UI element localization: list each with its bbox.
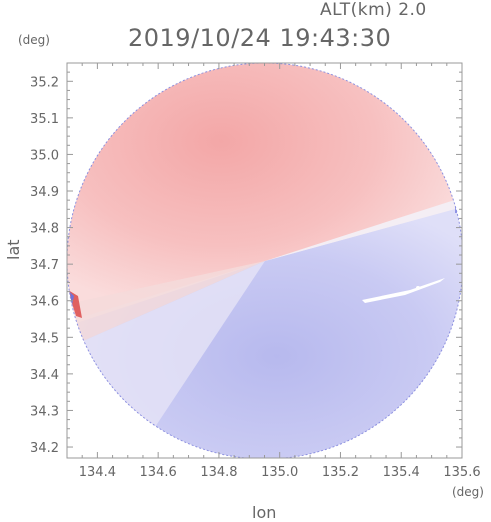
- x-tick-label: 135.6: [443, 465, 480, 480]
- x-tick-label: 134.8: [200, 465, 237, 480]
- y-tick-label: 34.8: [30, 222, 59, 237]
- x-tick-label: 134.4: [79, 465, 116, 480]
- y-tick-label: 35.2: [30, 75, 59, 90]
- y-tick-label: 34.4: [30, 368, 59, 383]
- y-tick-label: 35.1: [30, 112, 59, 127]
- y-tick-label: 34.3: [30, 404, 59, 419]
- x-tick-label: 135.4: [383, 465, 420, 480]
- y-axis-unit: (deg): [18, 33, 50, 47]
- timestamp-title: 2019/10/24 19:43:30: [128, 24, 392, 52]
- axis-ticks: 134.4 134.6 134.8 135.0 135.2 135.4 135.6 35.2 3…: [30, 62, 481, 480]
- x-tick-label: 134.6: [140, 465, 177, 480]
- y-tick-label: 34.9: [30, 185, 59, 200]
- positive-velocity-region: [67, 63, 462, 330]
- x-tick-label: 135.2: [322, 465, 359, 480]
- y-tick-label: 34.5: [30, 331, 59, 346]
- y-tick-label: 34.2: [30, 441, 59, 456]
- radar-disc: [67, 63, 462, 458]
- x-axis-label: lon: [252, 503, 277, 522]
- y-tick-label: 34.6: [30, 295, 59, 310]
- altitude-label: ALT(km) 2.0: [320, 0, 427, 20]
- y-tick-label: 34.7: [30, 258, 59, 273]
- x-tick-label: 135.0: [261, 465, 298, 480]
- x-axis-unit: (deg): [452, 485, 484, 499]
- echo-streak: [362, 278, 445, 303]
- y-tick-label: 35.0: [30, 148, 59, 163]
